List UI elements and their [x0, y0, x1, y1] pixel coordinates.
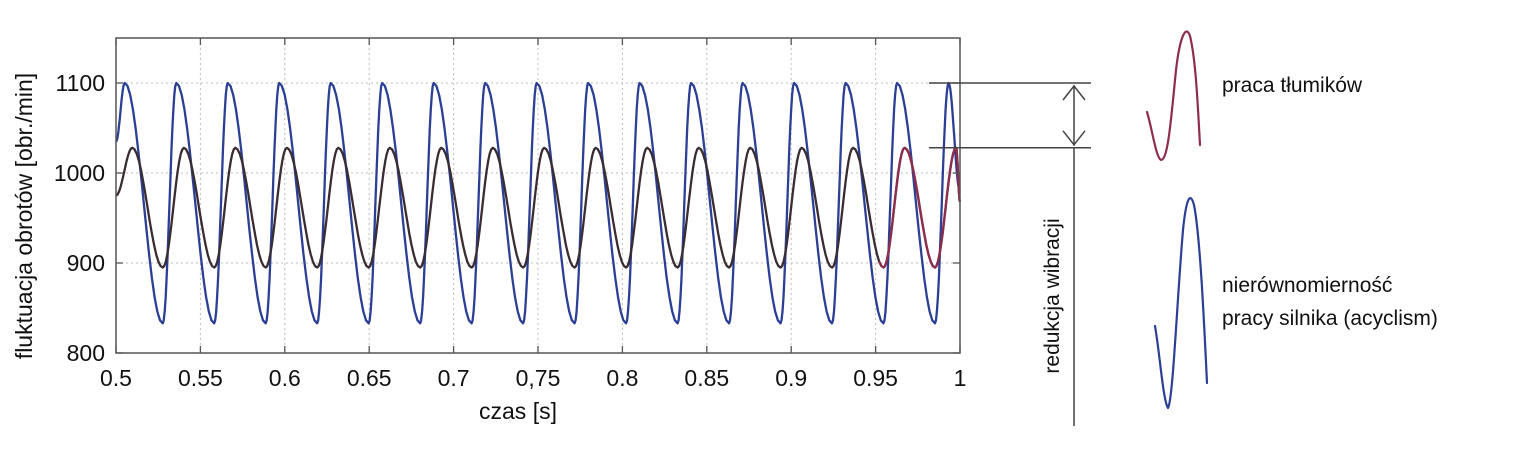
double-arrow — [1062, 84, 1086, 147]
legend-label-acyclism-line2: pracy silnika (acyclism) — [1222, 307, 1438, 330]
legend-swatch-damped — [1145, 30, 1202, 162]
x-tick-label: 0.5 — [100, 365, 132, 391]
legend-label-acyclism-line1: nierównomierność — [1222, 274, 1392, 297]
y-tick-label: 1100 — [56, 70, 105, 96]
y-axis-ticks: 800 900 1000 1100 — [54, 70, 960, 366]
arrow-head-up — [1062, 84, 1086, 101]
x-axis-ticks: 0.5 0.55 0.6 0.65 0.7 0,75 0.8 0.85 0.9 0.95 1 — [100, 38, 966, 391]
legend-entry-damped: praca tłumików — [1145, 30, 1363, 162]
series-layer — [115, 81, 962, 325]
y-tick-label: 800 — [67, 340, 105, 366]
x-tick-label: 0.9 — [775, 365, 807, 391]
x-tick-label: 0.55 — [178, 365, 223, 391]
x-tick-label: 0,75 — [516, 365, 561, 391]
arrow-head-down — [1062, 130, 1086, 147]
x-tick-label: 0.8 — [606, 365, 638, 391]
vibration-reduction-annotation: redukcja wibracji — [929, 82, 1091, 426]
vibration-reduction-label: redukcja wibracji — [1041, 218, 1064, 373]
x-tick-label: 1 — [954, 365, 967, 391]
legend-swatch-acyclism — [1153, 197, 1209, 410]
x-tick-label: 0.85 — [684, 365, 729, 391]
x-tick-label: 0.95 — [853, 365, 898, 391]
series-line-acyclism — [115, 81, 961, 325]
series-highlight-damped — [878, 146, 962, 269]
legend-label-damped: praca tłumików — [1222, 74, 1363, 97]
x-axis-title: czas [s] — [479, 398, 557, 424]
y-tick-label: 1000 — [54, 160, 105, 186]
legend: praca tłumików nierównomierność pracy si… — [1145, 30, 1438, 410]
x-tick-label: 0.7 — [438, 365, 470, 391]
y-axis-title: fluktuacja obrotów [obr./min] — [11, 73, 37, 359]
series-line-damped — [115, 146, 962, 269]
x-tick-label: 0.65 — [347, 365, 392, 391]
legend-entry-acyclism: nierównomierność pracy silnika (acyclism… — [1153, 197, 1438, 410]
y-tick-label: 900 — [67, 250, 105, 276]
x-tick-label: 0.6 — [269, 365, 301, 391]
